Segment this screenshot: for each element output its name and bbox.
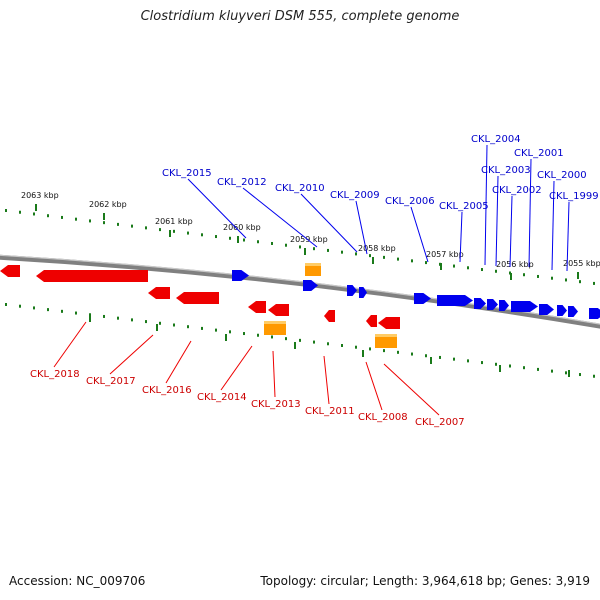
leader-line-reverse	[365, 361, 383, 411]
gene-arrow-forward	[511, 301, 538, 312]
gene-arrow-forward	[557, 305, 567, 316]
gene-arrow-reverse	[176, 292, 219, 304]
leader-line-forward	[459, 211, 463, 263]
gene-label-forward: CKL_2000	[537, 170, 587, 181]
gene-arrow-forward	[347, 285, 357, 296]
gene-label-forward: CKL_2010	[275, 183, 325, 194]
kbp-label: 2059 kbp	[290, 235, 328, 244]
gene-label-forward: CKL_2012	[217, 177, 267, 188]
leader-line-reverse	[53, 321, 87, 368]
gene-label-reverse: CKL_2013	[251, 399, 301, 410]
leader-line-reverse	[165, 340, 192, 384]
leader-line-forward	[528, 158, 532, 268]
topology-text: Topology: circular; Length: 3,964,618 bp…	[260, 574, 590, 588]
kbp-label: 2055 kbp	[563, 259, 600, 268]
gene-label-forward: CKL_1999	[549, 191, 599, 202]
gene-arrow-forward	[474, 298, 486, 309]
leader-line-forward	[495, 175, 499, 267]
gene-label-forward: CKL_2015	[162, 168, 212, 179]
leader-line-reverse	[109, 334, 154, 375]
gene-arrow-forward	[568, 306, 578, 317]
rna-feature-highlight	[264, 321, 286, 324]
gene-arrow-forward	[487, 299, 498, 310]
accession-text: Accession: NC_009706	[9, 574, 146, 588]
gene-label-reverse: CKL_2007	[415, 417, 465, 428]
leader-line-forward	[509, 195, 513, 268]
gene-label-reverse: CKL_2014	[197, 392, 247, 403]
gene-arrow-reverse	[268, 304, 289, 316]
leader-line-reverse	[220, 345, 253, 391]
leader-line-forward	[300, 193, 358, 253]
leader-line-forward	[551, 180, 555, 271]
kbp-label: 2062 kbp	[89, 200, 127, 209]
rna-feature-box	[305, 263, 321, 276]
leader-line-forward	[410, 206, 429, 263]
kbp-label: 2061 kbp	[155, 217, 193, 226]
gene-arrow-forward	[539, 304, 554, 315]
gene-arrow-forward	[303, 280, 318, 291]
gene-arrow-reverse	[378, 317, 400, 329]
gene-arrow-reverse	[0, 265, 20, 277]
gene-label-forward: CKL_2009	[330, 190, 380, 201]
gene-label-forward: CKL_2002	[492, 185, 542, 196]
gene-label-forward: CKL_2003	[481, 165, 531, 176]
gene-arrow-forward	[414, 293, 431, 304]
gene-label-forward: CKL_2006	[385, 196, 435, 207]
gene-arrow-forward	[437, 295, 473, 306]
leader-line-reverse	[323, 355, 330, 405]
gene-arrow-forward	[232, 270, 249, 281]
gene-label-forward: CKL_2001	[514, 148, 564, 159]
gene-arrow-reverse	[36, 270, 148, 282]
leader-line-forward	[484, 144, 488, 266]
kbp-label: 2060 kbp	[223, 223, 261, 232]
genome-backbone	[0, 254, 600, 329]
gene-label-reverse: CKL_2008	[358, 412, 408, 423]
gene-label-reverse: CKL_2016	[142, 385, 192, 396]
gene-label-reverse: CKL_2011	[305, 406, 355, 417]
rna-feature-box	[375, 334, 397, 348]
kbp-label: 2058 kbp	[358, 244, 396, 253]
rna-feature-highlight	[305, 263, 321, 266]
kbp-label: 2057 kbp	[426, 250, 464, 259]
gene-label-forward: CKL_2005	[439, 201, 489, 212]
gene-label-forward: CKL_2004	[471, 134, 521, 145]
gene-label-reverse: CKL_2018	[30, 369, 80, 380]
gene-label-reverse: CKL_2017	[86, 376, 136, 387]
kbp-label: 2063 kbp	[21, 191, 59, 200]
gene-arrow-reverse	[366, 315, 377, 327]
gene-arrow-reverse	[248, 301, 266, 313]
map-title: Clostridium kluyveri DSM 555, complete g…	[140, 9, 460, 24]
leader-line-reverse	[383, 363, 440, 416]
kbp-label: 2056 kbp	[496, 260, 534, 269]
gene-arrow-reverse	[148, 287, 170, 299]
leader-line-forward	[566, 201, 570, 272]
gene-arrow-forward	[589, 308, 600, 319]
rna-feature-box	[264, 321, 286, 335]
leader-line-forward	[242, 187, 318, 248]
gene-arrow-forward	[499, 300, 509, 311]
leader-line-reverse	[272, 350, 276, 398]
gene-arrow-forward	[359, 287, 367, 298]
leader-line-forward	[187, 178, 247, 239]
gene-arrow-reverse	[324, 310, 335, 322]
leader-line-forward	[355, 200, 368, 255]
rna-feature-highlight	[375, 334, 397, 337]
